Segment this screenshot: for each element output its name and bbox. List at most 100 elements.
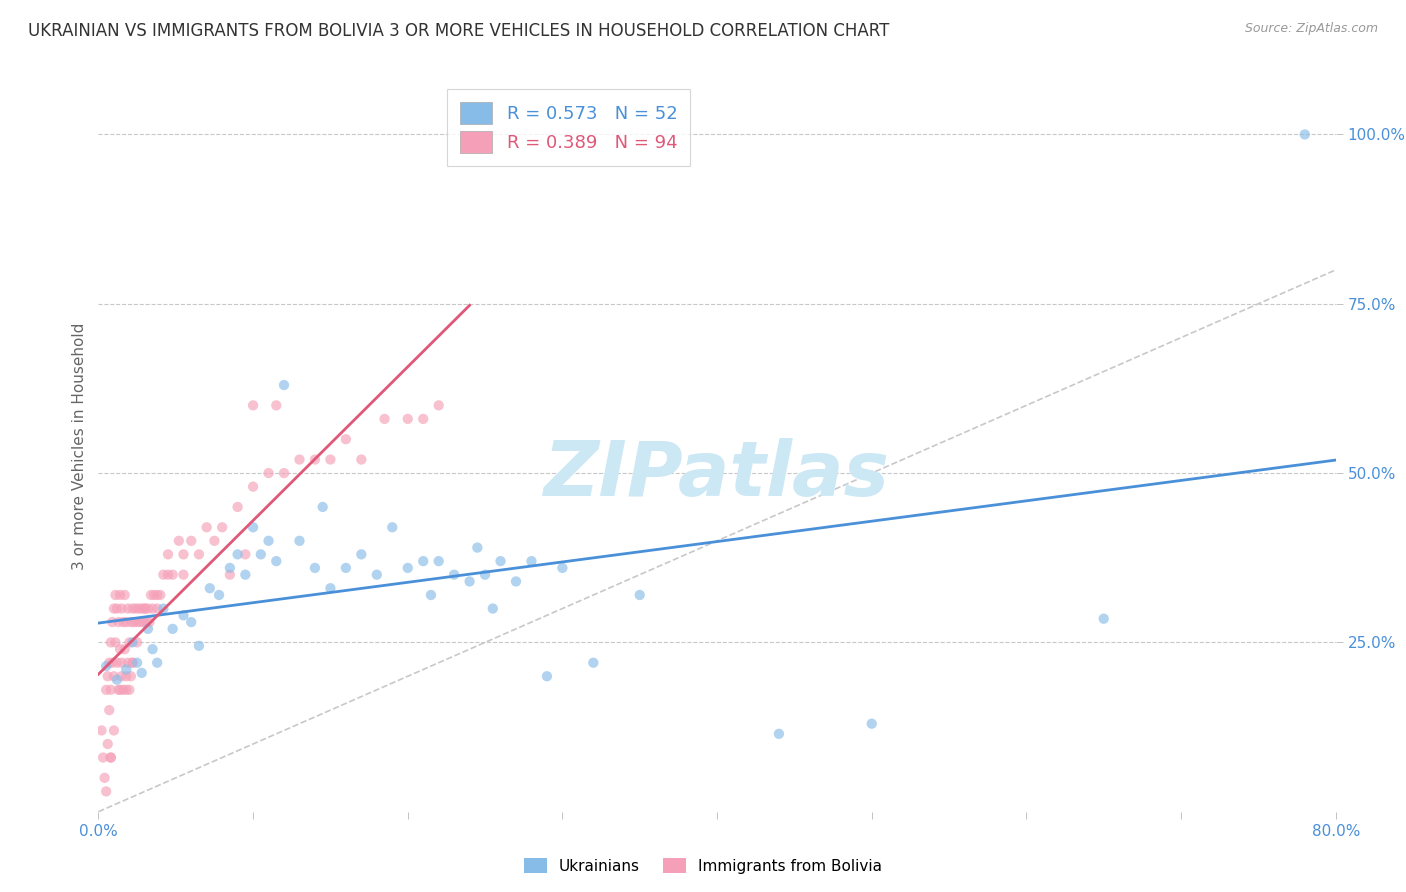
Point	[257, 533, 280, 548]
Point	[152, 567, 174, 582]
Text: ZIPatlas: ZIPatlas	[544, 438, 890, 512]
Point	[91, 750, 114, 764]
Point	[114, 588, 136, 602]
Point	[1294, 128, 1316, 142]
Point	[467, 541, 489, 555]
Point	[427, 554, 450, 568]
Point	[273, 378, 295, 392]
Point	[124, 601, 146, 615]
Y-axis label: 3 or more Vehicles in Household: 3 or more Vehicles in Household	[72, 322, 87, 570]
Point	[115, 663, 138, 677]
Point	[198, 581, 221, 595]
Point	[96, 659, 118, 673]
Text: UKRAINIAN VS IMMIGRANTS FROM BOLIVIA 3 OR MORE VEHICLES IN HOUSEHOLD CORRELATION: UKRAINIAN VS IMMIGRANTS FROM BOLIVIA 3 O…	[28, 22, 890, 40]
Point	[180, 615, 202, 629]
Point	[312, 500, 335, 514]
Point	[136, 622, 159, 636]
Point	[129, 615, 152, 629]
Point	[104, 635, 127, 649]
Point	[489, 554, 512, 568]
Point	[105, 673, 128, 687]
Legend: R = 0.573   N = 52, R = 0.389   N = 94: R = 0.573 N = 52, R = 0.389 N = 94	[447, 89, 690, 166]
Point	[427, 398, 450, 412]
Point	[173, 608, 195, 623]
Point	[115, 669, 138, 683]
Point	[111, 669, 134, 683]
Point	[121, 635, 143, 649]
Point	[114, 642, 136, 657]
Point	[273, 466, 295, 480]
Point	[108, 588, 131, 602]
Point	[242, 398, 264, 412]
Point	[366, 567, 388, 582]
Point	[97, 737, 120, 751]
Point	[108, 682, 131, 697]
Point	[97, 669, 120, 683]
Point	[257, 466, 280, 480]
Point	[139, 588, 162, 602]
Point	[115, 682, 138, 697]
Point	[235, 567, 257, 582]
Point	[143, 588, 166, 602]
Point	[335, 432, 357, 446]
Point	[142, 601, 165, 615]
Point	[536, 669, 558, 683]
Point	[412, 412, 434, 426]
Point	[118, 635, 141, 649]
Point	[131, 665, 153, 680]
Point	[112, 682, 135, 697]
Point	[131, 601, 153, 615]
Point	[135, 615, 157, 629]
Point	[132, 615, 155, 629]
Point	[101, 656, 124, 670]
Point	[142, 642, 165, 657]
Point	[103, 723, 125, 738]
Point	[120, 615, 142, 629]
Text: Source: ZipAtlas.com: Source: ZipAtlas.com	[1244, 22, 1378, 36]
Point	[396, 561, 419, 575]
Point	[304, 452, 326, 467]
Point	[100, 635, 122, 649]
Point	[146, 601, 169, 615]
Point	[121, 656, 143, 670]
Point	[101, 615, 124, 629]
Point	[100, 682, 122, 697]
Point	[180, 533, 202, 548]
Point	[582, 656, 605, 670]
Point	[319, 452, 342, 467]
Point	[162, 622, 184, 636]
Point	[157, 567, 180, 582]
Point	[167, 533, 190, 548]
Point	[117, 656, 139, 670]
Point	[520, 554, 543, 568]
Point	[551, 561, 574, 575]
Point	[105, 601, 128, 615]
Point	[98, 703, 121, 717]
Point	[208, 588, 231, 602]
Point	[103, 669, 125, 683]
Point	[96, 784, 118, 798]
Point	[100, 750, 122, 764]
Point	[90, 723, 112, 738]
Point	[628, 588, 651, 602]
Point	[149, 588, 172, 602]
Point	[146, 656, 169, 670]
Point	[134, 601, 156, 615]
Point	[96, 682, 118, 697]
Point	[219, 567, 242, 582]
Point	[242, 520, 264, 534]
Point	[98, 656, 121, 670]
Point	[396, 412, 419, 426]
Point	[266, 398, 288, 412]
Point	[146, 588, 169, 602]
Point	[107, 682, 129, 697]
Point	[100, 750, 122, 764]
Point	[458, 574, 481, 589]
Point	[105, 656, 128, 670]
Point	[112, 615, 135, 629]
Point	[121, 601, 143, 615]
Point	[481, 601, 505, 615]
Point	[134, 601, 156, 615]
Point	[350, 547, 373, 561]
Point	[127, 615, 149, 629]
